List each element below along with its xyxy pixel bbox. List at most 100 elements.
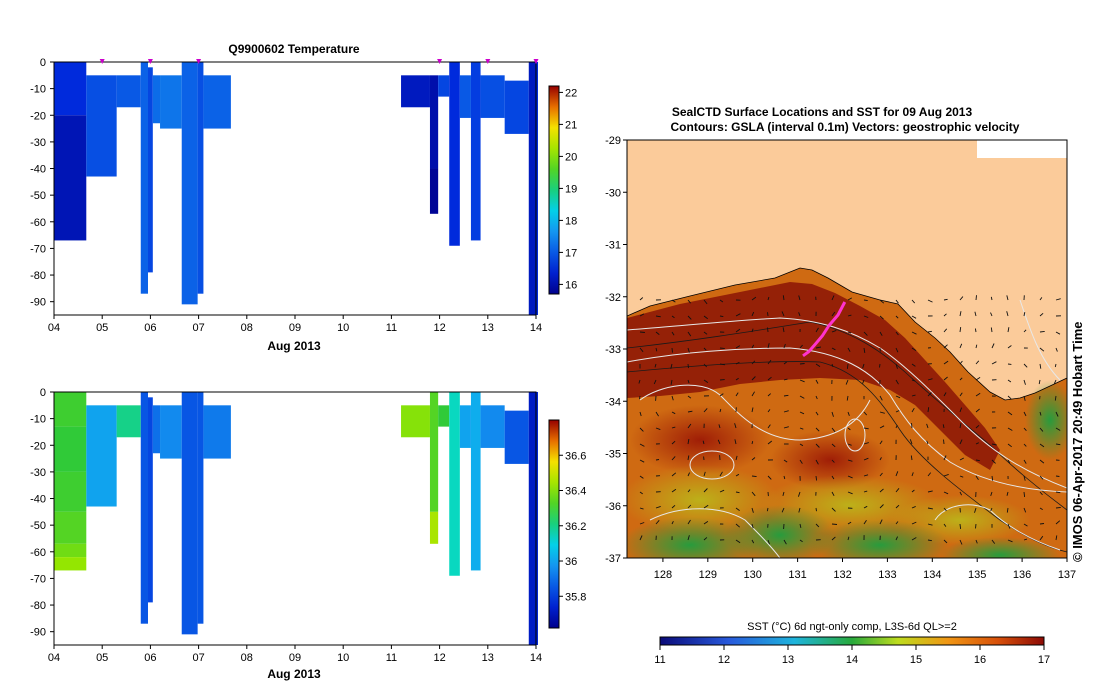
x-tick-label: 07 (192, 322, 204, 334)
x-tick-label: 13 (482, 652, 494, 664)
profile-cell (152, 405, 161, 454)
lat-tick-label: -35 (605, 449, 621, 461)
profile-cell (181, 392, 198, 635)
x-tick-label: 14 (530, 322, 542, 334)
profile-cell (54, 392, 87, 427)
x-tick-label: 05 (96, 652, 108, 664)
profile-cell (401, 405, 430, 438)
profile-cell (160, 75, 182, 129)
profile-cell (480, 405, 505, 448)
lon-tick-label: 133 (878, 569, 896, 581)
sst-colorbar-label: SST (°C) 6d ngt-only comp, L3S-6d QL>=2 (747, 621, 957, 633)
profile-cell (140, 62, 148, 294)
lon-tick-label: 132 (833, 569, 851, 581)
map-title-line1: SealCTD Surface Locations and SST for 09… (672, 105, 973, 119)
profile-cell (86, 75, 117, 177)
profile-cell (459, 75, 471, 118)
cast-marker (485, 59, 491, 64)
x-tick-label: 06 (144, 322, 156, 334)
y-tick-label: -70 (30, 573, 46, 585)
profile-cell (438, 405, 450, 427)
lat-tick-label: -34 (605, 396, 621, 408)
y-tick-label: -90 (30, 297, 46, 309)
sst-colorbar-tick-label: 17 (1038, 654, 1050, 666)
x-tick-label: 13 (482, 322, 494, 334)
profile-cell (203, 75, 231, 129)
profile-cell (160, 405, 182, 459)
x-tick-label: 06 (144, 652, 156, 664)
y-tick-label: -30 (30, 137, 46, 149)
sst-colorbar-tick-label: 15 (910, 654, 922, 666)
lon-tick-label: 129 (699, 569, 717, 581)
lon-tick-label: 128 (654, 569, 672, 581)
lon-tick-label: 135 (968, 569, 986, 581)
x-tick-label: 10 (337, 322, 349, 334)
profile-cell (116, 405, 141, 438)
profile-cell (54, 511, 87, 544)
profile-cell (401, 75, 430, 108)
y-tick-label: -40 (30, 164, 46, 176)
profile-cell (536, 62, 538, 315)
temperature-colorbar-ticks: 22 21 20 19 18 17 16 (559, 87, 577, 291)
x-tick-label: 10 (337, 652, 349, 664)
y-tick-label: -60 (30, 217, 46, 229)
no-data-region (977, 140, 1067, 158)
profile-cell (470, 62, 481, 241)
profile-cell (459, 405, 471, 448)
lat-tick-label: -30 (605, 187, 621, 199)
profile-cell (438, 75, 450, 97)
colorbar-tick-label: 21 (565, 119, 577, 131)
lat-tick-label: -36 (605, 501, 621, 513)
seal-track (802, 301, 847, 358)
x-tick-label: 12 (433, 652, 445, 664)
credit-text: © IMOS 06-Apr-2017 20:49 Hobart Time (1070, 321, 1085, 562)
sst-colorbar-tick-label: 14 (846, 654, 858, 666)
colorbar-tick-label: 16 (565, 279, 577, 291)
salinity-profiles (54, 392, 538, 645)
coastline (627, 267, 1067, 401)
profile-cell (449, 62, 460, 246)
y-tick-label: -80 (30, 270, 46, 282)
colorbar-tick-label: 20 (565, 151, 577, 163)
profile-cell (147, 67, 153, 273)
temperature-panel: Q9900602 Temperature 0 -10 -20 -30 -40 -50 -60… (30, 42, 577, 353)
colorbar-tick-label: 35.8 (565, 591, 586, 603)
profile-cell (528, 62, 536, 315)
y-tick-label: -40 (30, 494, 46, 506)
y-tick-label: -70 (30, 243, 46, 255)
map-title-line2: Contours: GSLA (interval 0.1m) Vectors: … (671, 120, 1020, 134)
profile-cell (536, 392, 538, 645)
x-tick-label: 04 (48, 322, 60, 334)
salinity-y-axis: 0 -10 -20 -30 -40 -50 -60 -70 -80 -90 (30, 387, 54, 639)
profile-cell (504, 410, 529, 464)
profile-cell (449, 392, 460, 576)
salinity-panel: 0-10-20-30-40-50-60-70-80-90 04 05 06 07 08 0… (30, 387, 586, 681)
sst-colorbar-tick-label: 11 (654, 654, 665, 666)
x-tick-label: 14 (530, 652, 542, 664)
cast-marker (147, 59, 153, 64)
y-tick-label: 0 (40, 57, 46, 69)
profile-cell (54, 115, 87, 241)
colorbar-tick-label: 36.4 (565, 486, 586, 498)
profile-cell (54, 62, 87, 116)
x-tick-label: 05 (96, 322, 108, 334)
profile-cell (54, 543, 87, 558)
lat-tick-label: -29 (605, 135, 621, 147)
colorbar-tick-label: 36 (565, 556, 577, 568)
x-tick-label: 11 (386, 652, 397, 664)
cast-marker (437, 59, 443, 64)
x-tick-label: 09 (289, 652, 301, 664)
profile-cell (181, 62, 198, 305)
colorbar-tick-label: 22 (565, 87, 577, 99)
salinity-x-axis: 04 05 06 07 08 09 10 11 12 13 14 (48, 645, 542, 664)
sst-colorbar (659, 636, 1045, 646)
profile-cell (147, 397, 153, 603)
temperature-title: Q9900602 Temperature (228, 42, 360, 56)
temperature-colorbar (548, 85, 560, 295)
y-tick-label: -10 (30, 84, 46, 96)
profile-cell (197, 392, 204, 624)
sst-colorbar-tick-label: 16 (974, 654, 986, 666)
y-tick-label: -60 (30, 547, 46, 559)
cast-markers (99, 59, 539, 64)
x-tick-label: 11 (386, 322, 397, 334)
